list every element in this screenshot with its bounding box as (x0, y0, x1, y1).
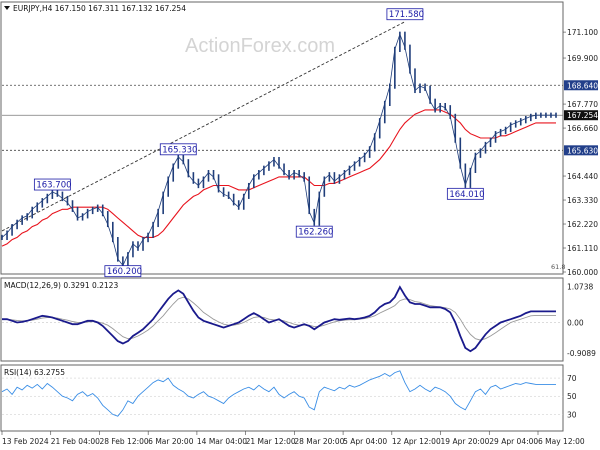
annotation-165.330: 165.330 (159, 143, 197, 156)
rsi-y-tick-label: 30 (567, 410, 577, 419)
levels-layer (1, 21, 563, 232)
rsi-pane-frame (0, 364, 564, 432)
watermark: ActionForex.com (185, 35, 335, 57)
x-tick-label: 21 Mar 12:00 (246, 437, 296, 446)
annotation-160.200: 160.200 (104, 265, 142, 278)
x-tick-label: 29 Apr 04:00 (489, 437, 538, 446)
price-tag-text: 167.254 (567, 111, 598, 120)
macd-line (2, 285, 556, 353)
rsi-y-tick-label: 50 (567, 392, 577, 401)
y-tick-label: 164.440 (567, 172, 598, 181)
annotation-163.700: 163.700 (33, 178, 72, 191)
main-header-text: EURJPY,H4 167.150 167.311 167.132 167.25… (13, 4, 186, 13)
x-tick-label: 12 Apr 12:00 (392, 437, 441, 446)
x-tick-label: 6 May 12:00 (538, 437, 585, 446)
moving-average-line (1, 109, 556, 247)
annotation-layer: 171.580 165.330 164.010 163.700 162.260 160.2… (33, 8, 485, 278)
x-tick-label: 14 Mar 04:00 (197, 437, 247, 446)
annotation-171.580: 171.580 (386, 8, 424, 21)
price-tag-bg (564, 145, 598, 156)
trend-line (1, 21, 406, 232)
x-tick-label: 28 Feb 12:00 (99, 437, 148, 446)
annotation-164.010: 164.010 (446, 187, 485, 200)
macd-y-tick-label: -0.9089 (567, 349, 596, 358)
x-tick-label: 13 Feb 2024 (2, 437, 49, 446)
macd-header-text: MACD(12,26,9) 0.3291 0.2123 (4, 281, 118, 290)
annotation-box (33, 178, 71, 191)
annotation-162.260: 162.260 (295, 225, 333, 238)
macd-y-tick-label: 0.00 (567, 319, 584, 328)
y-tick-label: 166.660 (567, 124, 598, 133)
rsi-line (1, 370, 556, 417)
collapse-triangle-icon (4, 6, 10, 10)
y-tick-label: 163.330 (567, 196, 598, 205)
y-tick-label: 171.100 (567, 28, 598, 37)
x-tick-label: 5 Apr 04:00 (343, 437, 387, 446)
x-tick-label: 21 Feb 04:00 (51, 437, 100, 446)
price-tag-text: 165.630 (567, 146, 598, 155)
y-tick-label: 167.770 (567, 100, 598, 109)
y-tick-label: 161.110 (567, 244, 598, 253)
annotation-text: 171.580 (389, 10, 424, 20)
annotation-box (386, 8, 424, 21)
y-axis-labels: 171.100 169.900 168.640 167.770 167.254 166.6… (563, 28, 598, 419)
price-tag-text: 168.640 (567, 81, 598, 90)
annotation-text: 164.010 (449, 190, 484, 200)
y-tick-label: 169.900 (567, 54, 598, 63)
price-tag-bg (564, 80, 598, 91)
annotation-box (159, 143, 197, 156)
annotation-text: 162.260 (298, 228, 333, 238)
annotation-text: 160.200 (107, 267, 142, 277)
x-tick-label: 6 Mar 20:00 (148, 437, 194, 446)
series-layer (1, 31, 557, 417)
main-pane-frame (0, 1, 564, 275)
y-tick-label: 160.000 (567, 268, 598, 277)
x-axis-labels: 13 Feb 2024 21 Feb 04:00 28 Feb 12:00 6 Mar… (1, 431, 585, 446)
rsi-y-tick-label: 70 (567, 374, 577, 383)
annotation-box (104, 265, 142, 278)
price-line (1, 33, 556, 267)
x-tick-label: 28 Mar 20:00 (294, 437, 344, 446)
macd-y-tick-label: 1.0738 (567, 282, 593, 291)
annotation-text: 165.330 (162, 145, 197, 155)
y-tick-label: 162.220 (567, 220, 598, 229)
annotation-box (446, 187, 484, 200)
annotation-text: 163.700 (36, 181, 71, 191)
fib-label: 61.8 (551, 263, 565, 271)
macd-pane-frame (0, 277, 564, 362)
price-tag-bg (564, 110, 598, 121)
rsi-header-text: RSI(14) 63.2755 (4, 368, 65, 377)
main-header: EURJPY,H4 167.150 167.311 167.132 167.25… (4, 4, 186, 13)
x-tick-label: 19 Apr 20:00 (441, 437, 490, 446)
annotation-box (295, 225, 333, 238)
